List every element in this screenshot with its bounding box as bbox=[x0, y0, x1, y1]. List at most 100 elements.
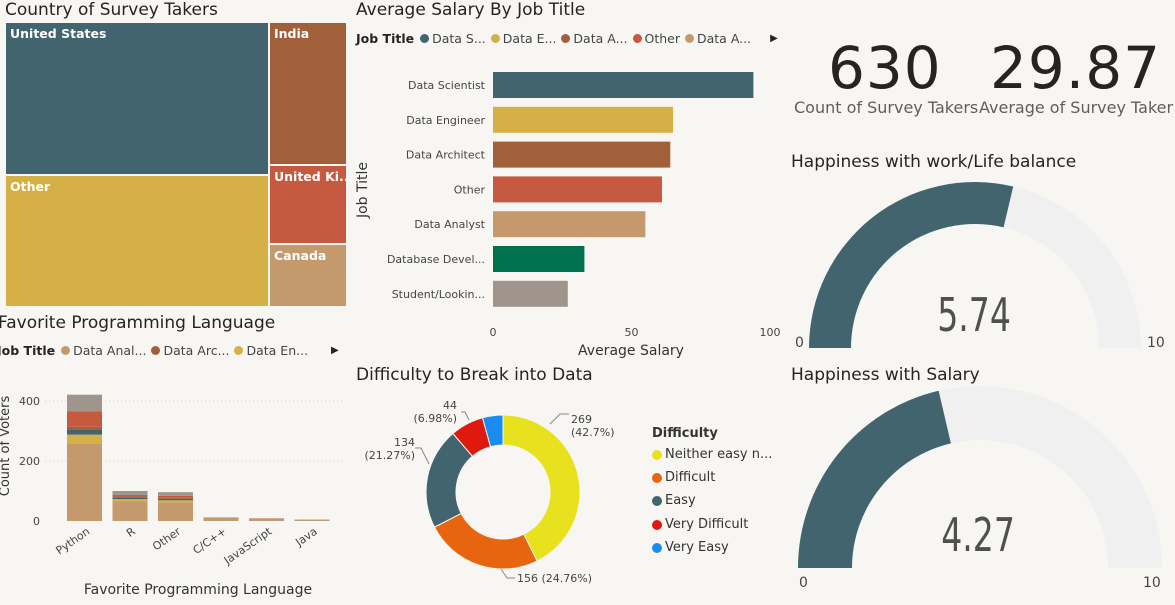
language-y-tick: 400 bbox=[19, 395, 40, 408]
language-stacked-bar-chart: 0 200 400 Python R Other C/C++JavaScript Java Fa… bbox=[0, 394, 345, 598]
language-bar-segment[interactable] bbox=[249, 519, 284, 522]
language-bar-segment[interactable] bbox=[158, 492, 193, 496]
salary-bar[interactable] bbox=[493, 211, 646, 238]
salary-legend-item[interactable]: Data A... bbox=[561, 31, 628, 46]
difficulty-legend-item[interactable]: Difficult bbox=[652, 470, 715, 485]
salary-legend-item[interactable]: Data A... bbox=[685, 31, 751, 46]
salary-category-label: Data Analyst bbox=[414, 218, 485, 231]
salary-legend-item[interactable]: Data E... bbox=[490, 31, 556, 46]
language-category-label: Java bbox=[292, 525, 319, 550]
language-category-label: C/C++ bbox=[191, 525, 229, 557]
language-bar-segment[interactable] bbox=[67, 426, 102, 430]
language-bar-segment[interactable] bbox=[158, 500, 193, 503]
difficulty-legend-title: Difficulty bbox=[652, 426, 718, 441]
difficulty-slice[interactable] bbox=[502, 414, 581, 562]
treemap-tile-label: United States bbox=[10, 26, 107, 41]
wlb-gauge bbox=[809, 182, 1141, 348]
difficulty-legend-item[interactable]: Very Easy bbox=[652, 540, 729, 555]
salary-category-label: Database Devel... bbox=[387, 253, 485, 266]
donut-data-label: 44 bbox=[443, 399, 457, 412]
language-bar-segment[interactable] bbox=[112, 496, 148, 498]
language-bar-segment[interactable] bbox=[203, 518, 239, 521]
language-y-tick: 0 bbox=[33, 515, 40, 528]
difficulty-slice[interactable] bbox=[433, 512, 538, 570]
language-bar-segment[interactable] bbox=[294, 520, 330, 521]
salary-gauge-value: 4.27 bbox=[941, 508, 1015, 562]
difficulty-legend-item[interactable]: Neither easy n... bbox=[652, 447, 772, 462]
salary-bar[interactable] bbox=[493, 106, 674, 133]
difficulty-slice[interactable] bbox=[481, 414, 504, 448]
language-bar-segment[interactable] bbox=[158, 495, 193, 498]
count-kpi-value: 630 bbox=[828, 34, 942, 102]
salary-bar[interactable] bbox=[493, 176, 662, 203]
language-legend-item[interactable]: Data En... bbox=[234, 343, 308, 358]
salary-x-tick: 50 bbox=[625, 326, 639, 339]
gauge-fill bbox=[798, 390, 951, 568]
language-bar-segment[interactable] bbox=[158, 502, 193, 521]
language-y-tick: 200 bbox=[19, 455, 40, 468]
language-bar-segment[interactable] bbox=[67, 411, 102, 427]
donut-data-label: (6.98%) bbox=[413, 412, 457, 425]
language-category-label: R bbox=[124, 525, 138, 540]
treemap-tile-other[interactable]: Other bbox=[5, 175, 269, 307]
donut-leader-line bbox=[461, 411, 470, 421]
treemap-tile-united-kingdom[interactable]: United Ki... bbox=[269, 165, 353, 244]
language-bar-segment[interactable] bbox=[67, 394, 102, 412]
donut-leader-line bbox=[549, 413, 569, 425]
salary-y-axis-title: Job Title bbox=[355, 162, 371, 219]
count-kpi-label: Count of Survey Takers bbox=[794, 98, 979, 117]
donut-leader-line bbox=[415, 447, 430, 465]
language-category-label: Other bbox=[150, 525, 183, 554]
difficulty-legend-item[interactable]: Very Difficult bbox=[652, 517, 748, 532]
language-bar-segment[interactable] bbox=[158, 498, 193, 501]
treemap-tile-india[interactable]: India bbox=[269, 22, 347, 165]
salary-bar[interactable] bbox=[493, 141, 671, 168]
language-category-label: Python bbox=[54, 525, 93, 558]
salary-legend-item[interactable]: Other bbox=[632, 31, 680, 46]
language-bar-segment[interactable] bbox=[158, 497, 193, 499]
legend-next-arrow-icon[interactable]: ▶ bbox=[331, 345, 339, 356]
salary-legend-item[interactable]: Data S... bbox=[420, 31, 486, 46]
salary-gauge-title: Happiness with Salary bbox=[791, 365, 980, 385]
difficulty-donut-chart: 269(42.7%) 156 (24.76%) 134(21.27%) 44(6.98… bbox=[364, 399, 615, 585]
treemap-title: Country of Survey Takers bbox=[5, 0, 218, 20]
treemap-tile-label: Canada bbox=[274, 248, 327, 263]
salary-bar-chart: Data Scientist Data Engineer Data Architec… bbox=[355, 72, 781, 359]
language-bar-segment[interactable] bbox=[112, 497, 148, 500]
wlb-gauge-min: 0 bbox=[795, 335, 804, 351]
language-legend-item[interactable]: Data Arc... bbox=[151, 343, 229, 358]
donut-data-label: (42.7%) bbox=[571, 426, 615, 439]
language-bar-segment[interactable] bbox=[112, 501, 148, 522]
language-legend-title: Job Title bbox=[0, 343, 56, 358]
salary-bar[interactable] bbox=[493, 280, 568, 307]
salary-x-axis-title: Average Salary bbox=[578, 343, 684, 359]
language-legend-item[interactable]: Data Anal... bbox=[61, 343, 146, 358]
salary-gauge-max: 10 bbox=[1143, 575, 1161, 591]
avg-kpi-label: Average of Survey Taker bbox=[979, 98, 1174, 117]
legend-next-arrow-icon[interactable]: ▶ bbox=[770, 33, 778, 44]
language-bar-segment[interactable] bbox=[112, 491, 148, 495]
wlb-gauge-value: 5.74 bbox=[937, 288, 1011, 342]
difficulty-chart-title: Difficulty to Break into Data bbox=[356, 365, 593, 385]
donut-data-label: 156 (24.76%) bbox=[517, 572, 592, 585]
gauge-fill bbox=[809, 182, 1014, 348]
salary-bar[interactable] bbox=[493, 246, 585, 272]
treemap-tile-canada[interactable]: Canada bbox=[269, 244, 347, 307]
language-bar-segment[interactable] bbox=[112, 499, 148, 502]
treemap-tile-united-states[interactable]: United States bbox=[5, 22, 269, 175]
language-bar-segment[interactable] bbox=[112, 494, 148, 497]
salary-gauge-min: 0 bbox=[799, 575, 808, 591]
salary-x-tick: 100 bbox=[760, 326, 781, 339]
treemap-tile-label: Other bbox=[10, 179, 51, 194]
salary-x-tick: 0 bbox=[490, 326, 497, 339]
difficulty-legend-item[interactable]: Easy bbox=[652, 493, 696, 508]
language-bar-segment[interactable] bbox=[67, 429, 102, 435]
salary-gauge bbox=[798, 386, 1162, 568]
language-bar-segment[interactable] bbox=[67, 443, 102, 521]
salary-category-label: Student/Lookin... bbox=[392, 288, 485, 301]
salary-bar[interactable] bbox=[493, 72, 754, 98]
treemap-tile-label: United Ki... bbox=[274, 169, 354, 184]
language-bar-segment[interactable] bbox=[67, 434, 102, 444]
salary-category-label: Data Engineer bbox=[406, 114, 485, 127]
salary-category-label: Other bbox=[454, 183, 486, 196]
